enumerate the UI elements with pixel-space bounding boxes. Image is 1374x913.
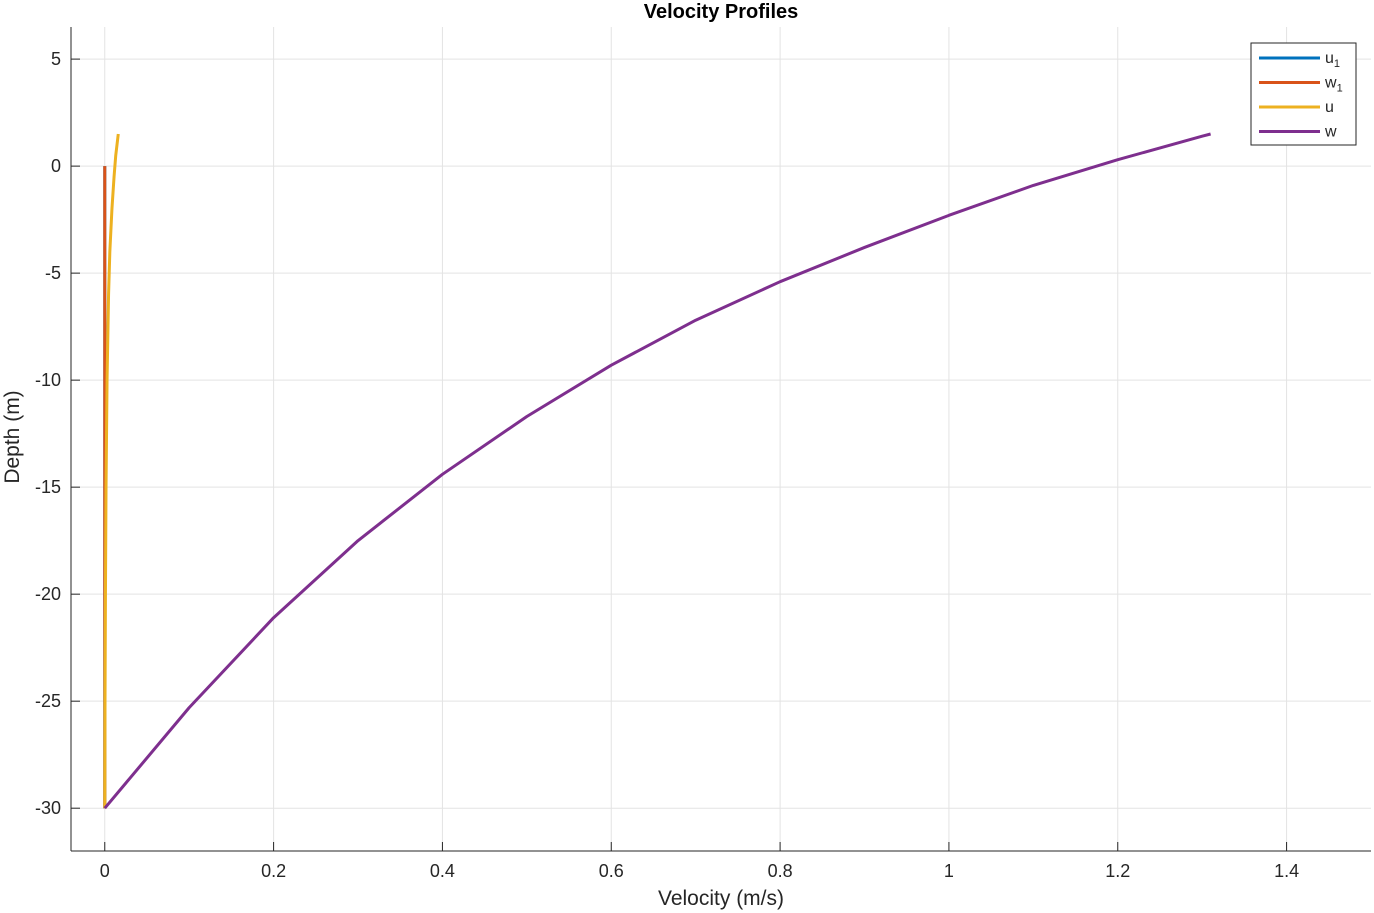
grid: [71, 27, 1371, 851]
y-tick-label: -20: [35, 584, 61, 604]
legend-entry-label: u: [1325, 99, 1334, 116]
y-tick-label: -5: [45, 263, 61, 283]
x-tick-label: 0.2: [261, 861, 286, 881]
legend-entry-label: w: [1324, 124, 1337, 141]
x-tick-label: 0.4: [430, 861, 455, 881]
y-tick-label: 5: [51, 49, 61, 69]
x-axis-label: Velocity (m/s): [658, 887, 784, 910]
y-axis-label: Depth (m): [1, 390, 24, 483]
y-tick-label: -10: [35, 370, 61, 390]
legend-box: [1250, 42, 1357, 146]
legend-entry-label: u1: [1325, 50, 1340, 70]
y-tick-label: -15: [35, 477, 61, 497]
y-tick-label: -25: [35, 691, 61, 711]
x-tick-label: 0.8: [768, 861, 793, 881]
series-line-u: [103, 133, 120, 809]
x-tick-label: 0.6: [599, 861, 624, 881]
x-tick-label: 1.4: [1274, 861, 1299, 881]
legend: u1 w1 uw: [1250, 42, 1357, 146]
x-tick-label: 0: [100, 861, 110, 881]
series-lines: [103, 132, 1211, 810]
x-tick-label: 1: [944, 861, 954, 881]
y-tick-label: 0: [51, 156, 61, 176]
y-tick-label: -30: [35, 798, 61, 818]
chart-title: Velocity Profiles: [644, 1, 799, 23]
legend-entry-label: w1: [1324, 75, 1343, 95]
series-line-w: [103, 132, 1211, 810]
axes: 0 0.2 0.4 0.6 0.8 1 1.2 1.4 5 0 -5 -10 -15 -20 -25 -30: [35, 27, 1371, 881]
x-tick-label: 1.2: [1105, 861, 1130, 881]
